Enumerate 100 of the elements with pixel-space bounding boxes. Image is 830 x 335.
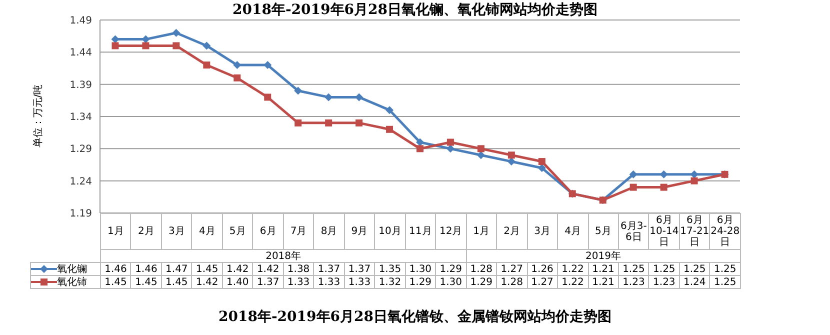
data-label: 1.29 [466, 276, 497, 288]
point [325, 119, 332, 126]
data-label: 1.45 [100, 276, 131, 288]
x-tick-label: 6月 [252, 214, 284, 250]
point [476, 151, 485, 160]
y-tick-label: 1.19 [70, 208, 92, 220]
point [112, 42, 119, 50]
x-tick-label: 6月17-21日 [679, 214, 710, 250]
data-label: 1.28 [496, 276, 528, 288]
data-label: 1.25 [648, 262, 680, 276]
data-label: 1.45 [130, 276, 162, 288]
point [203, 62, 210, 69]
data-label: 1.37 [344, 262, 375, 276]
legend-label: 氧化镧 [30, 262, 100, 276]
point [538, 158, 546, 166]
x-tick-label: 11月 [405, 214, 436, 250]
x-tick-label: 9月 [344, 214, 375, 250]
data-label: 1.33 [283, 276, 314, 288]
point [294, 119, 302, 126]
y-tick-label: 1.34 [70, 112, 92, 124]
data-label: 1.42 [222, 262, 253, 276]
data-label: 1.21 [588, 276, 618, 288]
point [660, 184, 668, 191]
legend-label: 氧化铈 [30, 276, 100, 288]
data-label: 1.30 [436, 276, 466, 288]
data-label: 1.46 [100, 262, 131, 276]
y-tick-label: 1.29 [70, 144, 92, 156]
y-tick-label: 1.24 [70, 176, 92, 188]
point [507, 158, 516, 166]
data-label: 1.23 [618, 276, 649, 288]
text: 2019年 [466, 250, 740, 262]
data-label: 1.29 [436, 262, 466, 276]
data-label: 1.26 [527, 262, 558, 276]
point [294, 86, 302, 95]
x-tick-label: 10月 [374, 214, 406, 250]
point [264, 61, 272, 70]
point [386, 126, 394, 133]
x-tick-label: 8月 [314, 214, 344, 250]
point [446, 144, 454, 153]
text: 2018年-2019年6月28日氧化镨钕、金属镨钕网站均价走势图 [218, 308, 612, 326]
x-tick-label: 5月 [588, 214, 618, 250]
x-tick-label: 2月 [496, 214, 528, 250]
data-label: 1.25 [710, 262, 740, 276]
y-tick-label: 1.39 [70, 80, 92, 91]
point [202, 42, 211, 50]
data-label: 1.33 [344, 276, 375, 288]
data-label: 1.45 [161, 276, 192, 288]
chart-title: 2018年-2019年6月28日氧化镧、氧化铈网站均价走势图 [232, 2, 598, 18]
x-tick-label: 5月 [222, 214, 253, 250]
point [416, 145, 424, 152]
data-label: 1.38 [283, 262, 314, 276]
point [690, 177, 698, 184]
data-label: 1.47 [161, 262, 192, 276]
data-label: 1.30 [405, 262, 436, 276]
point [416, 138, 424, 146]
x-tick-label: 1月 [100, 214, 131, 250]
point [264, 94, 272, 101]
x-tick-label: 3月 [161, 214, 192, 250]
point [630, 184, 637, 191]
data-label: 1.29 [405, 276, 436, 288]
point [356, 119, 363, 126]
x-tick-label: 6月24-28日 [710, 214, 740, 250]
data-label: 1.37 [314, 262, 344, 276]
point [355, 93, 364, 102]
point [629, 170, 638, 178]
point [142, 42, 150, 50]
text: 2018年 [100, 250, 466, 262]
y-axis-title: 单位：万元/吨 [32, 84, 45, 148]
data-label: 1.22 [558, 262, 588, 276]
x-tick-label: 2月 [130, 214, 162, 250]
point [172, 42, 180, 50]
point [386, 106, 394, 114]
data-label: 1.21 [588, 262, 618, 276]
x-tick-label: 4月 [558, 214, 588, 250]
y-tick-label: 1.44 [70, 48, 92, 59]
x-tick-label: 12月 [436, 214, 466, 250]
x-tick-label: 4月 [192, 214, 222, 250]
data-label: 1.40 [222, 276, 253, 288]
data-label: 1.24 [679, 276, 710, 288]
point [690, 170, 698, 178]
x-tick-label: 6月3-6日 [618, 214, 649, 250]
point [172, 28, 180, 37]
data-label: 1.27 [496, 262, 528, 276]
point [477, 145, 484, 152]
point [234, 74, 241, 82]
x-tick-label: 7月 [283, 214, 314, 250]
data-label: 1.42 [192, 276, 222, 288]
x-tick-label: 6月10-14日 [648, 214, 680, 250]
data-label: 1.25 [679, 262, 710, 276]
data-label: 1.28 [466, 262, 497, 276]
data-label: 1.42 [252, 262, 284, 276]
data-label: 1.22 [558, 276, 588, 288]
data-label: 1.33 [314, 276, 344, 288]
point [508, 152, 515, 159]
data-label: 1.27 [527, 276, 558, 288]
y-tick-label: 1.49 [70, 16, 92, 27]
data-label: 1.46 [130, 262, 162, 276]
data-label: 1.45 [192, 262, 222, 276]
point [660, 170, 668, 178]
data-label: 1.25 [710, 276, 740, 288]
